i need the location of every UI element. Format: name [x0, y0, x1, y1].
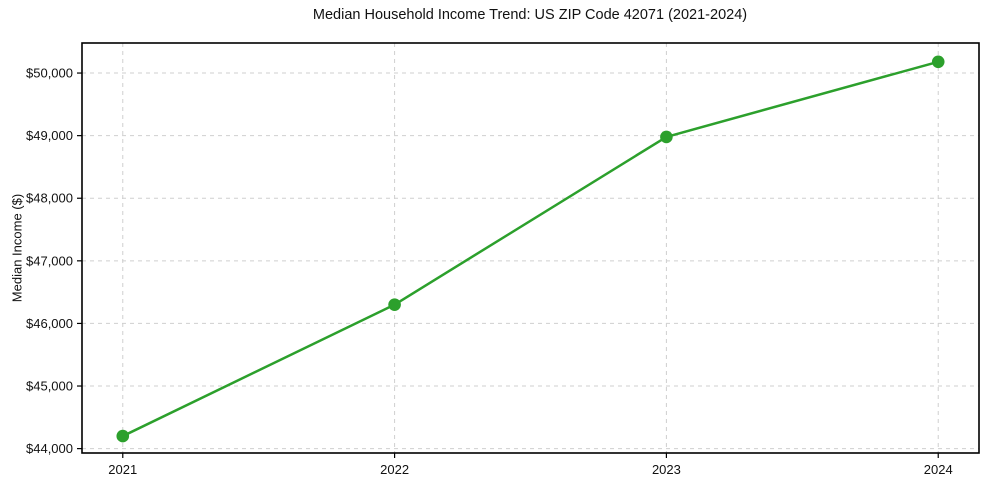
x-tick-label: 2023: [652, 462, 681, 477]
y-tick-label: $47,000: [26, 253, 73, 268]
y-tick-label: $45,000: [26, 379, 73, 394]
y-tick-label: $48,000: [26, 191, 73, 206]
x-tick-label: 2022: [380, 462, 409, 477]
y-tick-label: $46,000: [26, 316, 73, 331]
data-point-2023: [660, 130, 673, 144]
data-point-2021: [116, 429, 130, 443]
trend-line: [121, 60, 940, 438]
chart-title: Median Household Income Trend: US ZIP Co…: [312, 7, 748, 23]
y-tick-label: $44,000: [26, 441, 73, 456]
data-point-2024: [931, 55, 945, 69]
plot-border: [81, 42, 980, 454]
y-tick-label: $50,000: [26, 66, 73, 81]
x-tick-label: 2024: [924, 462, 953, 477]
x-tick-label: 2021: [108, 462, 137, 477]
y-tick-label: $49,000: [26, 128, 73, 143]
data-point-2022: [388, 298, 401, 311]
